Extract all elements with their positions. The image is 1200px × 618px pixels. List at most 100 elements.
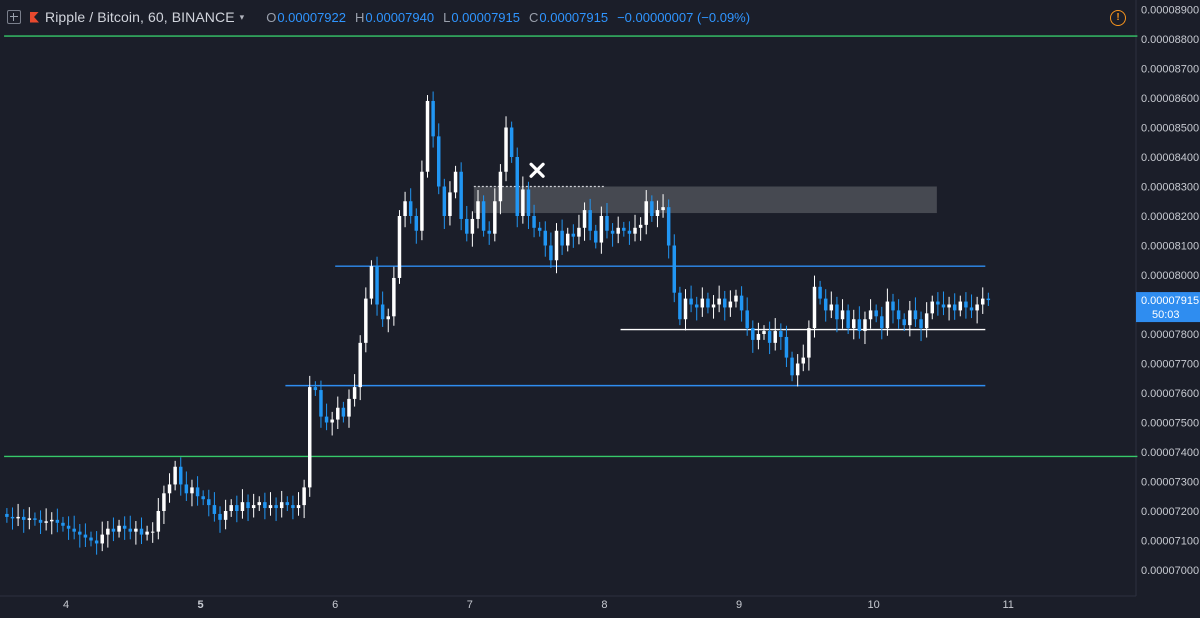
horizontal-levels (4, 35, 1138, 458)
close-value: 0.00007915 (539, 9, 609, 25)
time-tick-label: 6 (332, 599, 338, 611)
price-tick-label: 0.00008800 (1141, 34, 1199, 46)
candle-body (117, 525, 121, 532)
candle-body (823, 298, 828, 311)
candle-body (694, 304, 699, 308)
candle-body (465, 218, 469, 234)
candle-body (902, 319, 906, 326)
candle-body (72, 528, 76, 532)
candle-body (840, 310, 845, 320)
candle-body (728, 301, 733, 308)
candle-body (279, 502, 284, 509)
price-tick-label: 0.00007800 (1141, 329, 1199, 341)
candle-body (767, 331, 772, 343)
price-tick-label: 0.00007600 (1141, 388, 1199, 400)
candle-body (986, 298, 991, 301)
candle-body (268, 505, 273, 509)
symbol-title[interactable]: Ripple / Bitcoin, 60, BINANCE (45, 9, 235, 25)
candle-body (616, 227, 620, 234)
candle-body (807, 328, 811, 358)
candle-body (263, 502, 267, 509)
time-tick-label: 9 (736, 599, 742, 611)
close-icon[interactable] (529, 162, 545, 178)
candle-body (55, 519, 60, 523)
candle-body (924, 313, 929, 329)
candle-body (156, 511, 161, 532)
candle-body (89, 537, 93, 541)
candle-body (689, 298, 693, 305)
last-price-tag-bg (1136, 292, 1200, 323)
last-price-value: 0.00007915 (1141, 295, 1199, 307)
candle-body (543, 230, 548, 246)
expand-icon[interactable] (7, 10, 21, 24)
candle-body (880, 316, 884, 329)
candle-body (111, 528, 116, 532)
price-tick-label: 0.00008900 (1141, 5, 1199, 17)
candle-body (577, 227, 581, 237)
candle-body (414, 216, 419, 231)
candle-body (919, 319, 923, 329)
candle-body (857, 319, 862, 332)
alert-icon[interactable]: ! (1110, 10, 1126, 26)
candle-body (913, 310, 918, 320)
resistance-zone-rect[interactable] (473, 186, 937, 214)
candle-body (896, 310, 901, 320)
price-tick-label: 0.00007400 (1141, 447, 1199, 459)
candle-body (773, 331, 777, 343)
candle-body (50, 519, 54, 522)
exchange-logo (30, 11, 39, 23)
price-tick-label: 0.00007000 (1141, 565, 1199, 577)
candle-body (229, 505, 233, 511)
price-tick-label: 0.00008400 (1141, 152, 1199, 164)
candle-body (442, 186, 447, 216)
candle-body (739, 295, 744, 311)
candle-body (711, 304, 716, 308)
candle-body (784, 336, 789, 358)
candle-body (498, 171, 503, 202)
price-tick-label: 0.00007700 (1141, 359, 1199, 371)
candle-body (66, 525, 71, 529)
candle-body (218, 513, 222, 520)
candle-body (779, 331, 783, 337)
chevron-down-icon[interactable]: ▾ (239, 11, 245, 22)
candle-body (717, 298, 721, 305)
candle-body (246, 502, 250, 509)
candle-body (936, 301, 940, 305)
candle-body (762, 331, 766, 334)
candle-body (723, 298, 727, 308)
candle-body (341, 407, 346, 417)
candle-body (392, 277, 396, 317)
candle-body (380, 304, 385, 320)
candle-body (83, 534, 88, 538)
candle-body (964, 301, 968, 308)
candle-body (302, 487, 306, 506)
time-axis[interactable]: 4 5 6 7 8 9 10 11 (63, 599, 1014, 611)
low-value: 0.00007915 (451, 9, 520, 25)
price-tick-label: 0.00008500 (1141, 123, 1199, 135)
candle-body (94, 540, 99, 544)
candle-body (493, 201, 497, 234)
candle-body (296, 505, 301, 509)
candle-body (549, 245, 553, 261)
candle-body (397, 216, 402, 278)
candle-body (448, 192, 452, 216)
candle-body (829, 304, 834, 311)
candle-body (336, 407, 340, 420)
price-tick-label: 0.00008300 (1141, 182, 1199, 194)
candle-body (150, 531, 155, 533)
candle-body (173, 466, 177, 485)
candle-body (734, 295, 738, 302)
candle-body (5, 513, 9, 517)
candle-body (319, 390, 323, 417)
candle-body (700, 298, 705, 308)
candle-body (240, 502, 245, 511)
candle-body (582, 210, 587, 228)
resistance-zone[interactable] (473, 185, 937, 214)
candle-body (515, 157, 519, 216)
candle-body (436, 136, 441, 187)
candle-body (633, 227, 637, 234)
price-tick-label: 0.00007200 (1141, 506, 1199, 518)
candle-body (61, 522, 65, 526)
